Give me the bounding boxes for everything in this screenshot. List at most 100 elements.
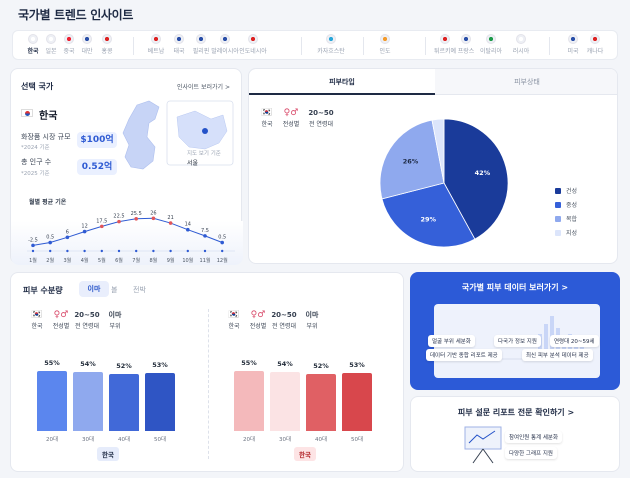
legend-label: 중성 [566,202,578,209]
moisture-bar[interactable] [270,372,300,431]
flag-icon [516,34,526,44]
pie-slice-oily[interactable] [431,118,445,184]
tab-skin-type[interactable]: 피부타입 [249,69,435,95]
korea-map[interactable] [119,97,237,179]
filter-item[interactable]: ♀♂ 전성별 [47,309,75,330]
month-label: 7월 [132,257,140,264]
temperature-value: 25.5 [131,211,142,217]
moisture-bar[interactable] [234,371,264,431]
skin-moisture-card: 피부 수분량 이마 볼 전박 🇰🇷 한국 ♀♂ 전성별 20~50 전 연령대 이마 부위 55… [10,272,404,472]
moisture-bar[interactable] [306,374,336,431]
pie-slice-dry[interactable] [443,118,509,240]
country-item[interactable]: 홍콩 [93,33,121,55]
filter-caption: 한국 [31,323,43,330]
feature-chip: 얼굴 부위 세분화 [428,335,475,347]
pie-slice-combination[interactable] [379,119,445,200]
country-item[interactable]: 베트남 [142,33,170,55]
temperature-point [151,216,156,221]
country-item[interactable]: 대만 [73,33,101,55]
temperature-value: 17.5 [96,218,107,224]
legend-swatch [555,216,561,222]
axis-tick [117,249,121,253]
flag-icon [248,34,258,44]
country-item[interactable]: 튀르키예 [431,33,459,55]
country-item[interactable]: 프랑스 [452,33,480,55]
filter-item[interactable]: 20~50 전 연령대 [73,309,101,330]
moisture-bar[interactable] [109,374,139,431]
pie-slice-normal[interactable] [381,182,476,248]
country-item[interactable]: 태국 [165,33,193,55]
temperature-title: 월별 평균 기온 [29,199,67,206]
temperature-value: 14 [185,222,191,228]
flag-icon [174,34,184,44]
country-item[interactable]: 인도네시아 [239,33,267,55]
filter-age[interactable]: 20~50 전 연령대 [303,107,339,128]
bar-category-label: 30대 [81,437,95,443]
banner-title: 국가별 피부 데이터 보러가기 > [461,283,569,292]
presentation-board-icon [464,426,502,464]
country-item[interactable]: 중국 [55,33,83,55]
temperature-value: 26 [150,210,156,216]
country-item[interactable]: 러시아 [507,33,535,55]
moisture-bar[interactable] [145,373,175,431]
survey-report-banner[interactable]: 피부 설문 리포트 전문 확인하기 > 참여인원 통계 세분화 다양한 그래프 … [410,396,620,472]
filter-item[interactable]: 🇰🇷 한국 [23,309,51,330]
moisture-bar[interactable] [73,372,103,431]
filter-item[interactable]: 이마 부위 [298,309,326,330]
axis-tick [49,249,52,253]
bar-category-label: 40대 [314,437,328,443]
population-label: 총 인구 수 [21,158,52,166]
filter-caption: 전성별 [249,323,267,330]
country-item[interactable]: 일본 [37,33,65,55]
country-item[interactable]: 인도 [371,33,399,55]
flag-icon [28,34,38,44]
axis-tick [100,249,104,253]
moisture-bar[interactable] [37,371,67,431]
axis-tick [186,249,189,253]
filter-item[interactable]: 🇰🇷 한국 [220,309,248,330]
view-insight-link[interactable]: 인사이트 보러가기 > [177,84,231,91]
flag-icon [486,34,496,44]
month-label: 6월 [115,257,123,264]
bar-value-label: 55% [44,359,60,367]
month-label: 12월 [217,257,228,264]
month-label: 5월 [98,257,106,264]
tab-forehead[interactable]: 이마 [79,281,109,297]
temperature-point [220,240,224,245]
country-item[interactable]: 미국 [559,33,587,55]
filter-caption: 전 연령대 [272,323,296,330]
country-tag: 한국 [294,447,316,461]
moisture-bar[interactable] [342,373,372,431]
country-data-banner[interactable]: 국가별 피부 데이터 보러가기 > 얼굴 부위 세분화 다국가 정보 지원 연령… [410,272,620,390]
filter-item[interactable]: 20~50 전 연령대 [270,309,298,330]
filter-caption: 한국 [228,323,240,330]
filter-gender-label: 전성별 [282,121,300,128]
page-title: 국가별 트렌드 인사이트 [18,8,134,22]
filter-country[interactable]: 🇰🇷 한국 [253,107,281,128]
korea-flag-icon: 🇰🇷 [261,108,273,118]
tab-skin-condition[interactable]: 피부상태 [435,69,617,95]
separator [363,37,364,55]
country-label: 카자흐스탄 [317,48,345,55]
country-item[interactable]: 카자흐스탄 [317,33,345,55]
tab-forearm[interactable]: 전박 [133,286,146,294]
legend-swatch [555,230,561,236]
temperature-point [203,234,207,238]
bar-category-label: 20대 [45,437,59,443]
country-item[interactable]: 한국 [19,33,47,55]
country-item[interactable]: 캐나다 [581,33,609,55]
axis-tick [135,249,138,253]
filter-gender[interactable]: ♀♂ 전성별 [277,107,305,128]
legend-normal: 중성 [555,200,577,209]
month-label: 4월 [81,257,89,264]
tab-cheek[interactable]: 볼 [111,286,118,294]
country-label: 인도네시아 [239,48,267,55]
filter-item[interactable]: ♀♂ 전성별 [244,309,272,330]
country-item[interactable]: 이탈리아 [477,33,505,55]
filter-item[interactable]: 이마 부위 [101,309,129,330]
country-item[interactable]: 필리핀 [187,33,215,55]
bar-value-label: 54% [277,360,293,369]
feature-chip: 최신 피부 분석 데이터 제공 [522,349,593,361]
temperature-point [65,235,70,240]
country-item[interactable]: 말레이시아 [211,33,239,55]
